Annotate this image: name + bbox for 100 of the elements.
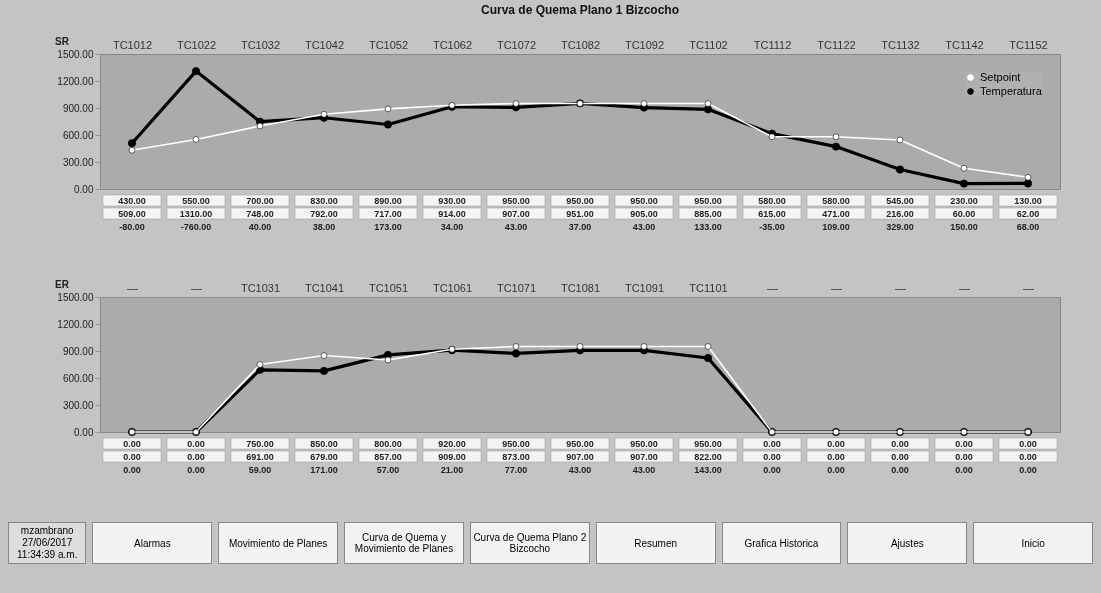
nav-button: Curva de Quema y Movimiento de Planes bbox=[344, 522, 464, 564]
data-label: 905.00 bbox=[630, 209, 658, 219]
y-tick-label: 1500.00 bbox=[57, 48, 94, 60]
text: 59.00 bbox=[248, 465, 272, 475]
text: -35.00 bbox=[759, 222, 785, 232]
data-label: 580.00 bbox=[822, 196, 850, 206]
nav-button: Grafica Historica bbox=[721, 522, 842, 564]
x-tick-label: — bbox=[1023, 281, 1034, 294]
text: 0.00 bbox=[827, 465, 845, 475]
chart-title: Curva de Quema Plano 1 Bizcocho bbox=[480, 3, 680, 17]
text: 133.00 bbox=[694, 222, 722, 232]
data-label: 950.00 bbox=[566, 196, 594, 206]
x-tick-label: TC1032 bbox=[240, 38, 281, 51]
text: 173.00 bbox=[374, 222, 402, 232]
data-label: 907.00 bbox=[502, 209, 530, 219]
data-label: 0.00 bbox=[827, 452, 845, 462]
data-label: 0.00 bbox=[891, 452, 909, 462]
text: 0.00 bbox=[1019, 465, 1037, 475]
text: 0.00 bbox=[123, 465, 141, 475]
text: 43.00 bbox=[568, 465, 592, 475]
y-tick-label: 1200.00 bbox=[57, 75, 94, 87]
session-info: mzambrano 27/06/2017 11:34:39 a.m. bbox=[8, 522, 87, 564]
data-label: 792.00 bbox=[310, 209, 338, 219]
x-tick-label: TC1142 bbox=[945, 38, 984, 51]
y-tick-label: 1500.00 bbox=[57, 291, 94, 303]
y-tick-label: 1200.00 bbox=[57, 318, 94, 330]
y-tick-label: 900.00 bbox=[62, 102, 94, 114]
data-label: 800.00 bbox=[374, 439, 402, 449]
x-tick-label: TC1091 bbox=[624, 281, 665, 294]
text: 150.00 bbox=[950, 222, 978, 232]
data-label: 0.00 bbox=[1019, 452, 1037, 462]
nav-button: Movimiento de Planes bbox=[218, 522, 339, 564]
x-tick-label: TC1012 bbox=[112, 38, 153, 51]
x-tick-label: TC1041 bbox=[304, 281, 345, 294]
y-tick-label: 300.00 bbox=[62, 156, 94, 168]
data-label: 951.00 bbox=[566, 209, 594, 219]
data-label: 216.00 bbox=[886, 209, 914, 219]
data-label: 950.00 bbox=[630, 439, 658, 449]
x-tick-label: TC1051 bbox=[368, 281, 409, 294]
data-label: 230.00 bbox=[950, 196, 978, 206]
text: 0.00 bbox=[187, 465, 205, 475]
x-tick-label: TC1071 bbox=[496, 281, 537, 294]
text: 37.00 bbox=[568, 222, 592, 232]
x-tick-label: — bbox=[191, 281, 202, 294]
data-label: 0.00 bbox=[891, 439, 909, 449]
x-tick-label: TC1052 bbox=[368, 38, 409, 51]
data-label: 0.00 bbox=[955, 452, 973, 462]
data-label: 130.00 bbox=[1014, 196, 1042, 206]
data-label: 830.00 bbox=[310, 196, 338, 206]
data-label: 950.00 bbox=[630, 196, 658, 206]
x-tick-label: TC1101 bbox=[689, 281, 728, 294]
nav-button: Resumen bbox=[595, 522, 716, 564]
nav-button: Curva de Quema Plano 2 Bizcocho bbox=[469, 522, 590, 564]
data-label: 509.00 bbox=[118, 209, 146, 219]
data-label: 0.00 bbox=[763, 452, 781, 462]
data-label: 750.00 bbox=[246, 439, 274, 449]
data-label: 545.00 bbox=[886, 196, 914, 206]
y-tick-label: 300.00 bbox=[62, 399, 94, 411]
data-label: 0.00 bbox=[827, 439, 845, 449]
data-label: 0.00 bbox=[1019, 439, 1037, 449]
x-tick-label: TC1031 bbox=[240, 281, 281, 294]
x-tick-label: TC1081 bbox=[560, 281, 601, 294]
y-tick-label: 900.00 bbox=[62, 345, 94, 357]
data-label: 717.00 bbox=[374, 209, 402, 219]
data-label: 550.00 bbox=[182, 196, 210, 206]
data-label: 857.00 bbox=[374, 452, 402, 462]
x-tick-label: TC1132 bbox=[881, 38, 920, 51]
data-label: 850.00 bbox=[310, 439, 338, 449]
nav-button: Inicio bbox=[973, 522, 1094, 564]
text: ER bbox=[55, 279, 70, 290]
x-tick-label: TC1152 bbox=[1009, 38, 1048, 51]
text: 43.00 bbox=[504, 222, 528, 232]
text: 40.00 bbox=[248, 222, 272, 232]
nav-button: Alarmas bbox=[92, 522, 213, 564]
data-label: 920.00 bbox=[438, 439, 466, 449]
data-label: 950.00 bbox=[694, 439, 722, 449]
x-tick-label: — bbox=[127, 281, 138, 294]
text: 21.00 bbox=[440, 465, 464, 475]
text: 38.00 bbox=[312, 222, 336, 232]
legend-label: Temperatura bbox=[980, 84, 1043, 97]
text: 171.00 bbox=[310, 465, 338, 475]
text: -80.00 bbox=[119, 222, 145, 232]
y-tick-label: 600.00 bbox=[62, 129, 94, 141]
y-tick-label: 0.00 bbox=[74, 426, 94, 438]
text: 143.00 bbox=[694, 465, 722, 475]
x-tick-label: — bbox=[831, 281, 842, 294]
x-tick-label: TC1102 bbox=[689, 38, 728, 51]
x-tick-label: TC1061 bbox=[432, 281, 473, 294]
data-label: 0.00 bbox=[763, 439, 781, 449]
x-tick-label: TC1072 bbox=[496, 38, 537, 51]
data-label: 914.00 bbox=[438, 209, 466, 219]
data-label: 950.00 bbox=[502, 439, 530, 449]
data-label: 930.00 bbox=[438, 196, 466, 206]
text: 0.00 bbox=[763, 465, 781, 475]
text: 43.00 bbox=[632, 465, 656, 475]
data-label: 909.00 bbox=[438, 452, 466, 462]
text: 329.00 bbox=[886, 222, 914, 232]
text: 77.00 bbox=[504, 465, 528, 475]
text: 43.00 bbox=[632, 222, 656, 232]
y-tick-label: 0.00 bbox=[74, 183, 94, 195]
